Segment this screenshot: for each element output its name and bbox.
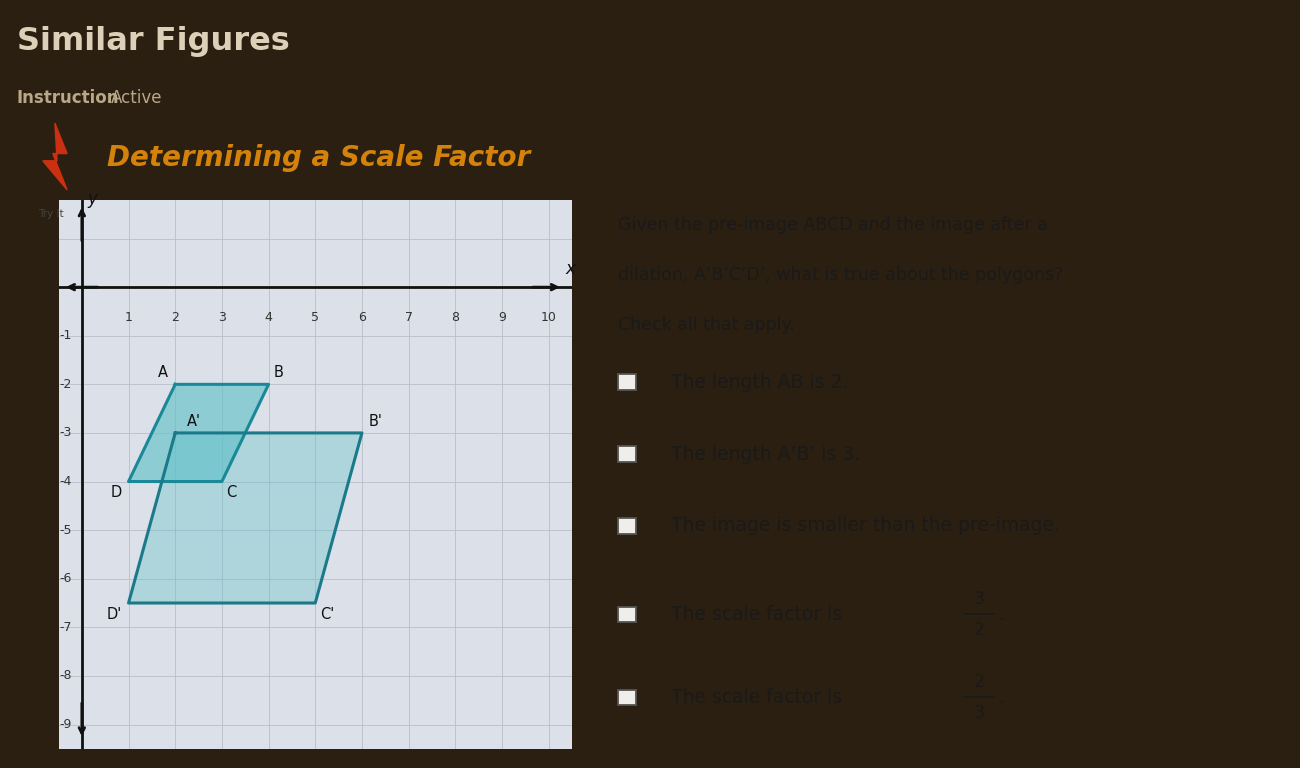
Text: -6: -6 <box>60 572 72 585</box>
Text: x: x <box>566 260 575 277</box>
Text: The length AB is 2.: The length AB is 2. <box>671 372 848 392</box>
Text: .: . <box>998 688 1005 707</box>
Text: The image is smaller than the pre-image.: The image is smaller than the pre-image. <box>671 516 1060 535</box>
Text: Determining a Scale Factor: Determining a Scale Factor <box>107 144 530 172</box>
Bar <box>618 607 636 622</box>
Text: -2: -2 <box>60 378 72 391</box>
Bar <box>618 375 636 390</box>
Text: -4: -4 <box>60 475 72 488</box>
Polygon shape <box>43 123 68 190</box>
Text: -1: -1 <box>60 329 72 343</box>
Text: 9: 9 <box>498 312 506 324</box>
Text: y: y <box>87 190 98 207</box>
Polygon shape <box>129 433 361 603</box>
Text: -7: -7 <box>58 621 72 634</box>
Text: Active: Active <box>111 89 162 108</box>
Text: 1: 1 <box>125 312 133 324</box>
Text: 6: 6 <box>358 312 365 324</box>
Text: dilation, A’B’C’D’, what is true about the polygons?: dilation, A’B’C’D’, what is true about t… <box>618 266 1063 284</box>
Text: -9: -9 <box>60 718 72 731</box>
Text: The scale factor is: The scale factor is <box>671 688 848 707</box>
Text: A: A <box>159 366 168 380</box>
Text: 3: 3 <box>974 590 984 608</box>
Text: 3: 3 <box>218 312 226 324</box>
Text: -5: -5 <box>58 524 72 537</box>
Text: 3: 3 <box>974 703 984 722</box>
Text: 8: 8 <box>451 312 459 324</box>
Text: C: C <box>226 485 237 501</box>
Text: 7: 7 <box>404 312 412 324</box>
Text: The scale factor is: The scale factor is <box>671 605 848 624</box>
Text: Try It: Try It <box>39 209 64 219</box>
Text: 2: 2 <box>974 621 984 639</box>
Bar <box>618 690 636 705</box>
Text: 2: 2 <box>172 312 179 324</box>
Text: 4: 4 <box>265 312 273 324</box>
Text: 2: 2 <box>974 673 984 691</box>
Text: Check all that apply.: Check all that apply. <box>618 316 794 334</box>
Text: .: . <box>998 605 1005 624</box>
Bar <box>618 518 636 534</box>
Text: -3: -3 <box>60 426 72 439</box>
Text: 5: 5 <box>311 312 320 324</box>
Text: C': C' <box>320 607 334 622</box>
Text: D': D' <box>107 607 121 622</box>
Text: Instruction: Instruction <box>17 89 120 108</box>
Text: D: D <box>111 485 121 501</box>
Polygon shape <box>129 384 269 482</box>
Text: B': B' <box>369 414 382 429</box>
Text: 10: 10 <box>541 312 556 324</box>
Text: Given the pre-image ABCD and the image after a: Given the pre-image ABCD and the image a… <box>618 217 1048 234</box>
Text: -8: -8 <box>58 670 72 683</box>
Bar <box>618 446 636 462</box>
Text: B: B <box>273 366 283 380</box>
Text: The length A’B’ is 3.: The length A’B’ is 3. <box>671 445 859 464</box>
Text: A': A' <box>187 414 202 429</box>
Text: Similar Figures: Similar Figures <box>17 26 290 57</box>
